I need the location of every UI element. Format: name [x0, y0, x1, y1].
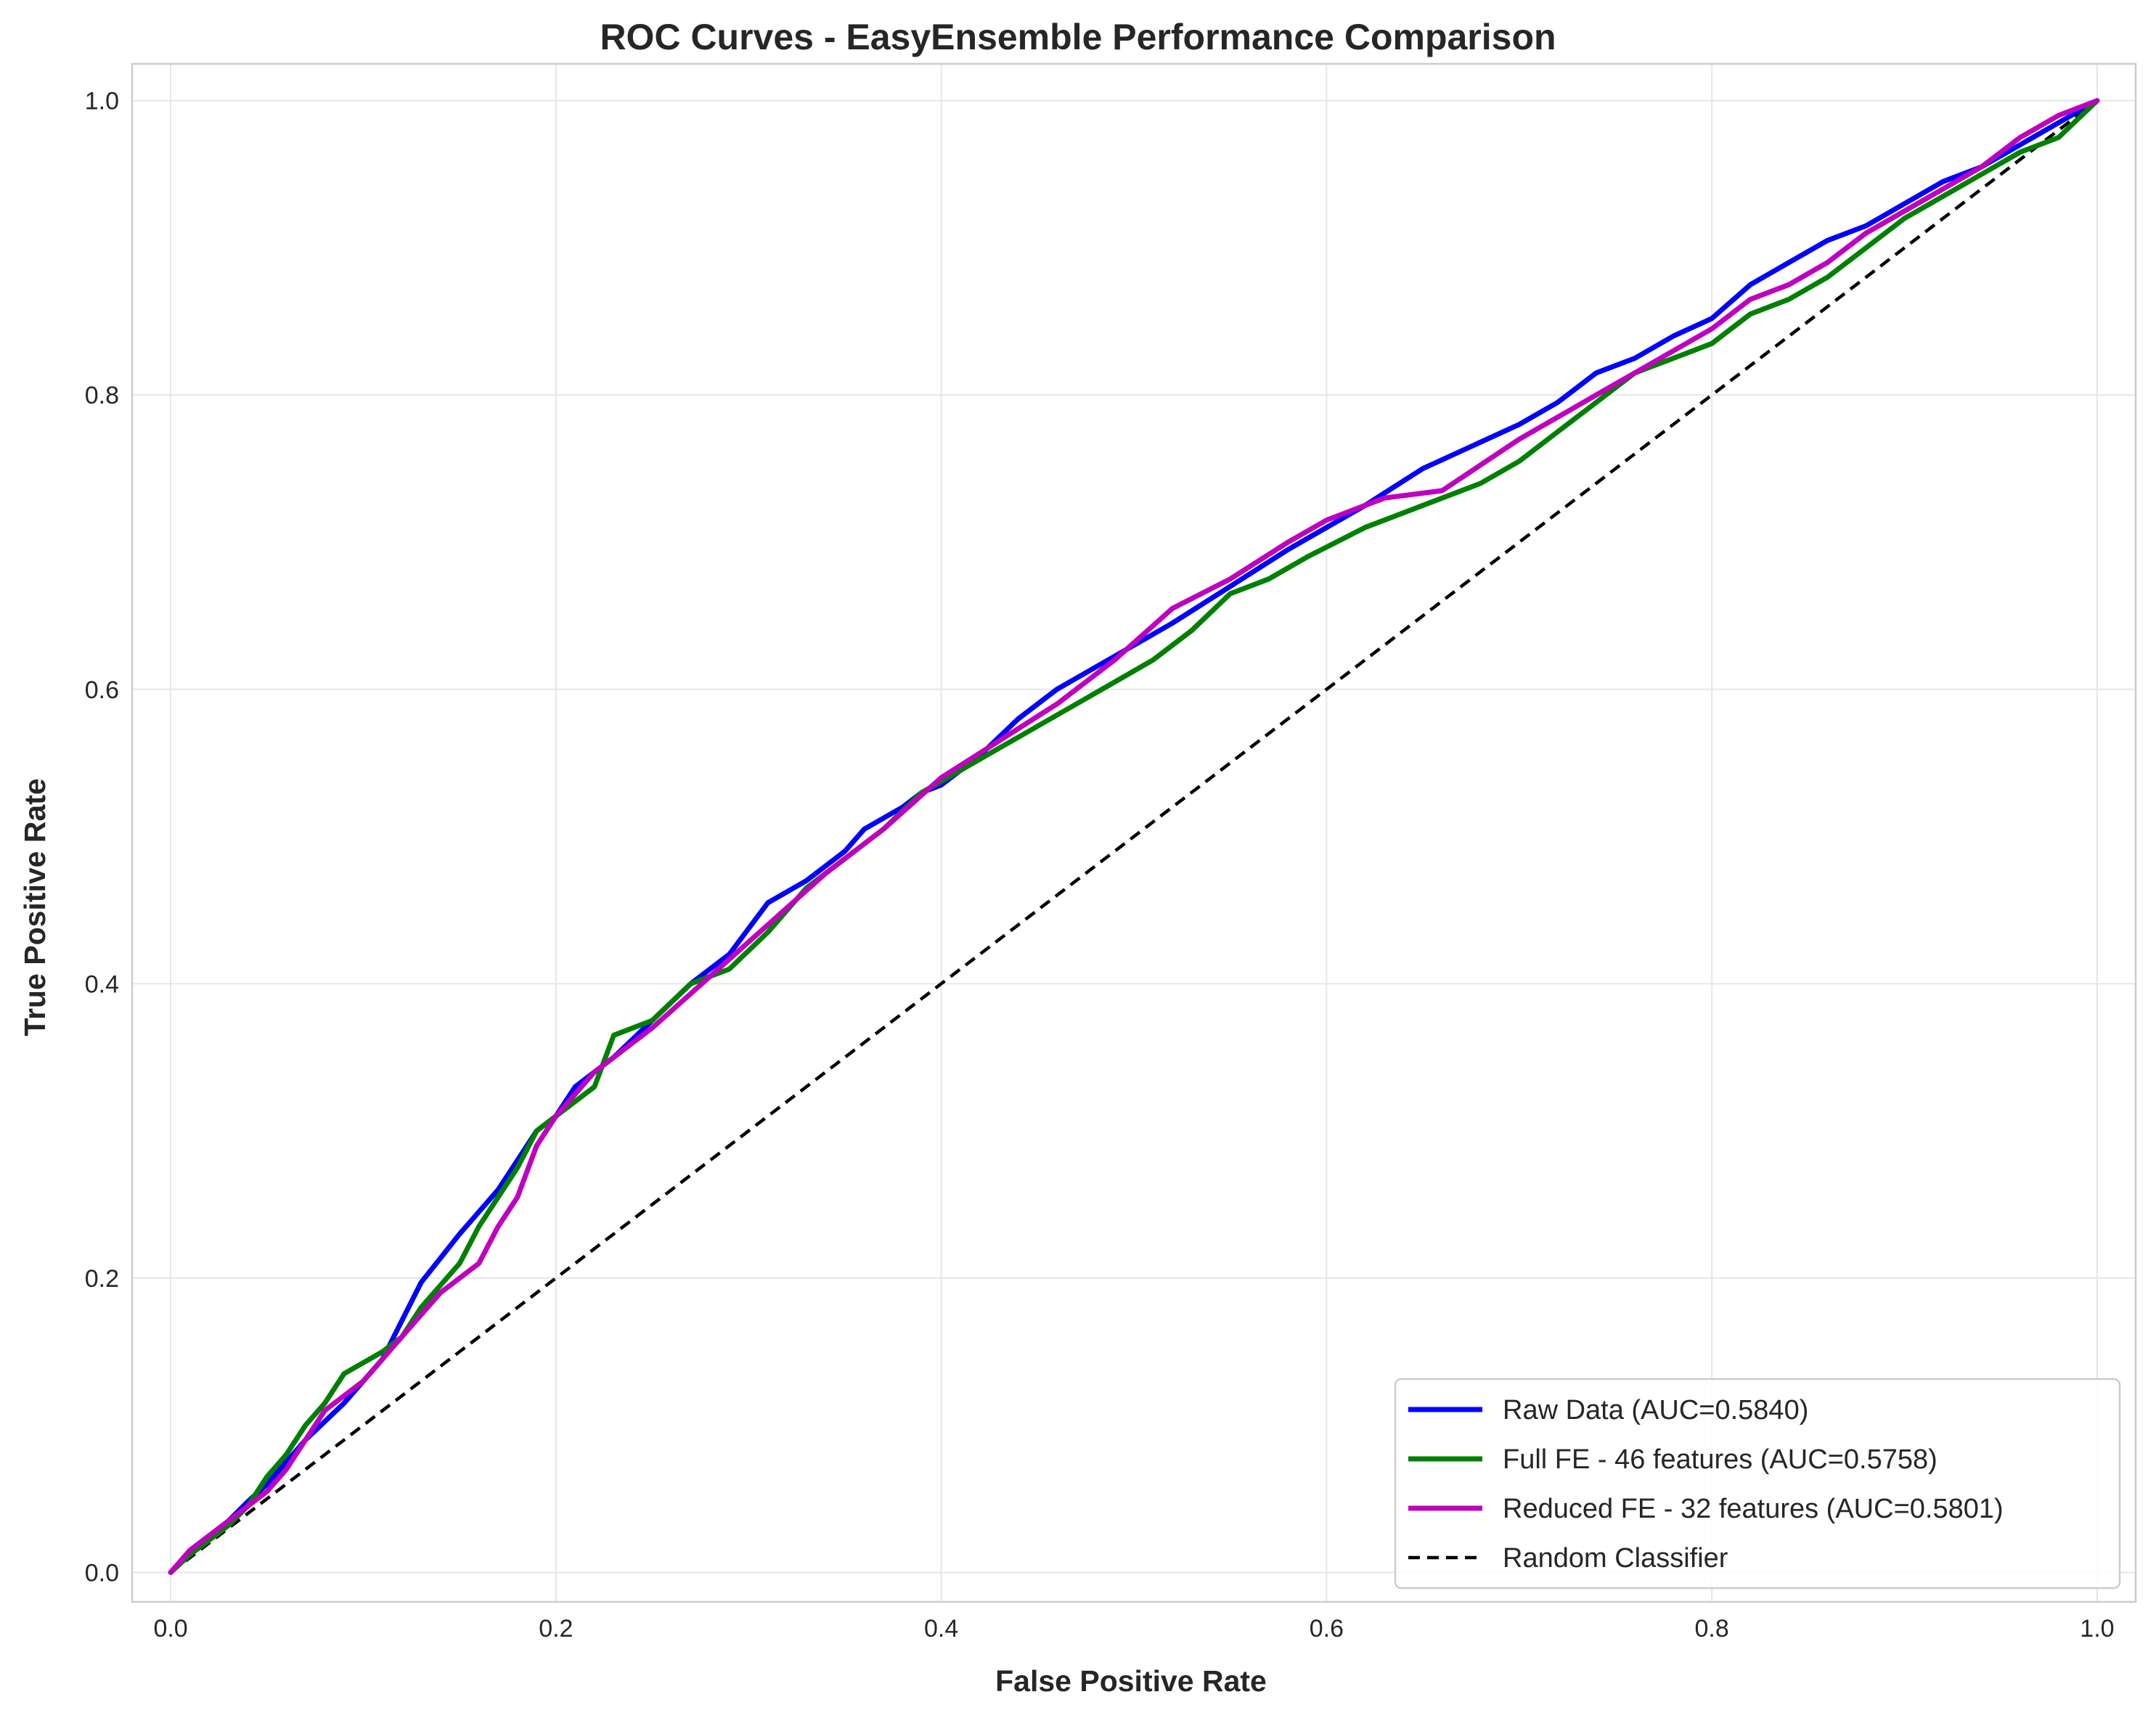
y-tick-label: 1.0 [85, 88, 119, 115]
random-classifier-line [169, 99, 2099, 1574]
legend-label: Raw Data (AUC=0.5840) [1503, 1395, 1808, 1425]
roc-line-series-3 [168, 98, 2100, 1575]
grid [132, 64, 2136, 1602]
y-tick-label: 0.2 [85, 1265, 119, 1293]
y-tick-label: 0.6 [85, 676, 119, 704]
plot-frame [131, 62, 2137, 1603]
x-tick-labels: 0.0 0.2 0.4 0.6 0.8 1.0 [153, 1615, 2114, 1643]
x-tick-label: 1.0 [2080, 1615, 2114, 1643]
y-tick-label: 0.0 [85, 1559, 119, 1587]
reference-layer [169, 99, 2099, 1574]
chart-title: ROC Curves - EasyEnsemble Performance Co… [600, 17, 1556, 57]
x-tick-label: 0.2 [539, 1615, 573, 1643]
x-tick-label: 0.6 [1310, 1615, 1344, 1643]
x-tick-label: 0.8 [1695, 1615, 1729, 1643]
y-tick-label: 0.8 [85, 382, 119, 409]
x-axis-label: False Positive Rate [995, 1664, 1267, 1698]
legend-box [1394, 1378, 2121, 1590]
y-tick-labels: 0.0 0.2 0.4 0.6 0.8 1.0 [85, 88, 119, 1587]
x-tick-label: 0.0 [153, 1615, 187, 1643]
x-tick-label: 0.4 [924, 1615, 958, 1643]
legend-label: Reduced FE - 32 features (AUC=0.5801) [1503, 1494, 2004, 1524]
y-axis-label: True Positive Rate [18, 778, 52, 1036]
legend-label: Random Classifier [1503, 1543, 1728, 1574]
legend: Raw Data (AUC=0.5840) Full FE - 46 featur… [1394, 1378, 2121, 1590]
legend-label: Full FE - 46 features (AUC=0.5758) [1503, 1444, 1937, 1475]
y-tick-label: 0.4 [85, 970, 119, 998]
series-layer [168, 98, 2100, 1575]
